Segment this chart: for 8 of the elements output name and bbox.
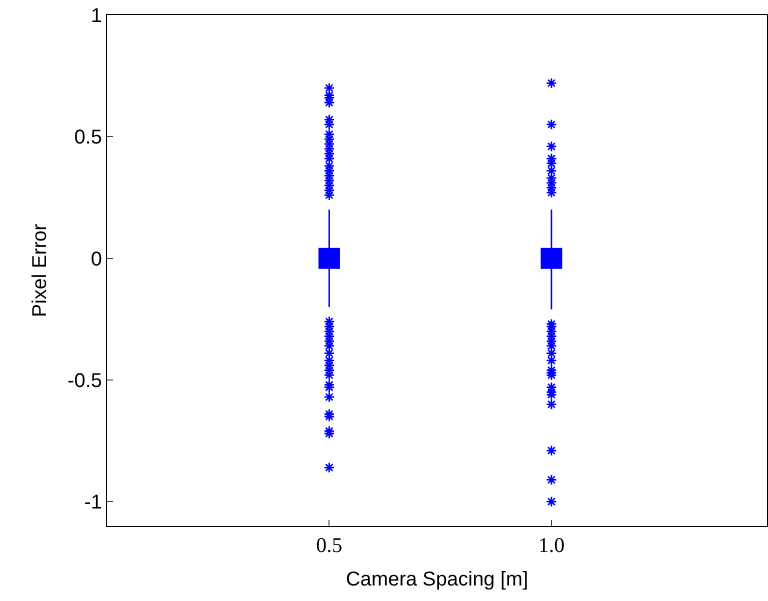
x-axis-title: Camera Spacing [m] — [346, 568, 528, 591]
y-tick-label: 1 — [90, 5, 102, 27]
y-tick-label: -1 — [84, 492, 102, 514]
y-tick-label: 0.5 — [74, 126, 102, 149]
y-tick-label: 0 — [90, 248, 102, 270]
y-axis-title: Pixel Error — [29, 223, 52, 318]
y-tick-label: -0.5 — [68, 370, 102, 392]
x-tick-label: 1.0 — [538, 533, 565, 558]
